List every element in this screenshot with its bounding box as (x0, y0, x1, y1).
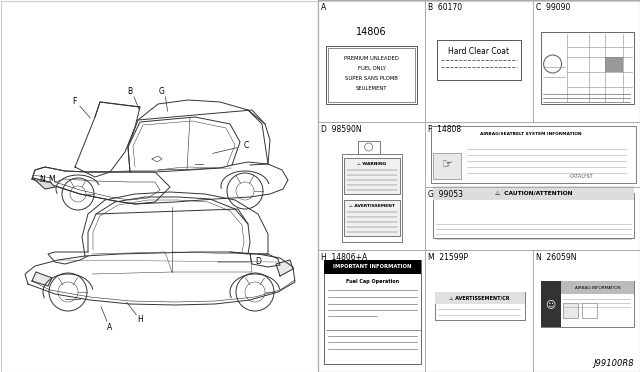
Bar (358, 141, 380, 154)
Text: F  14808: F 14808 (428, 125, 461, 134)
Text: ⚠ AVERTISSEMENT/CR: ⚠ AVERTISSEMENT/CR (449, 295, 509, 301)
Text: CATALYST: CATALYST (570, 174, 594, 179)
Text: A: A (108, 323, 113, 331)
Text: ☺: ☺ (546, 299, 556, 309)
Bar (344, 158, 399, 194)
Bar (561, 281, 634, 294)
Polygon shape (33, 178, 55, 189)
Text: M  21599P: M 21599P (428, 253, 468, 262)
Text: AIRBAG INFORMATION: AIRBAG INFORMATION (575, 286, 620, 290)
Text: B  60170: B 60170 (428, 3, 463, 12)
Text: H  14806+A: H 14806+A (321, 253, 367, 262)
Text: N: N (39, 176, 45, 185)
Text: C  99090: C 99090 (536, 3, 570, 12)
Text: AIRBAG/SEATBELT SYSTEM INFORMATION: AIRBAG/SEATBELT SYSTEM INFORMATION (480, 132, 582, 136)
Text: F: F (72, 96, 76, 106)
Bar (541, 32, 634, 104)
Text: J99100R8: J99100R8 (593, 359, 634, 368)
Text: SUPER SANS PLOMB: SUPER SANS PLOMB (345, 76, 398, 80)
Bar (431, 126, 636, 183)
Bar (324, 260, 421, 364)
Polygon shape (276, 260, 293, 276)
Text: D  98590N: D 98590N (321, 125, 362, 134)
Text: D: D (255, 257, 261, 266)
Text: A: A (321, 3, 326, 12)
Bar (435, 292, 525, 304)
Text: ⚠ WARNING: ⚠ WARNING (357, 162, 387, 166)
Bar (318, 0, 640, 372)
Text: ⚠  CAUTION/ATTENTION: ⚠ CAUTION/ATTENTION (495, 190, 572, 196)
Text: SEULEMENT: SEULEMENT (356, 86, 387, 90)
Polygon shape (32, 272, 52, 286)
Text: Hard Clear Coat: Hard Clear Coat (449, 48, 509, 57)
Text: IMPORTANT INFORMATION: IMPORTANT INFORMATION (333, 264, 412, 269)
Bar (433, 186, 634, 200)
Bar (324, 260, 421, 274)
Bar (326, 46, 417, 104)
Text: 14806: 14806 (356, 27, 387, 37)
Text: G  99053: G 99053 (428, 190, 463, 199)
Bar (342, 154, 402, 242)
Bar (541, 281, 561, 327)
Bar (582, 303, 596, 318)
Bar (435, 292, 525, 320)
Bar (344, 200, 399, 236)
Text: B: B (127, 87, 132, 96)
Text: C: C (243, 141, 248, 151)
Bar (328, 48, 415, 102)
Bar (433, 153, 461, 179)
Text: ☞: ☞ (442, 158, 453, 171)
Bar (437, 40, 521, 80)
Bar (541, 281, 634, 327)
Text: FUEL ONLY: FUEL ONLY (358, 65, 386, 71)
Text: Fuel Cap Operation: Fuel Cap Operation (346, 279, 399, 285)
Text: M: M (49, 176, 55, 185)
Bar (605, 57, 623, 72)
Text: N  26059N: N 26059N (536, 253, 576, 262)
Text: H: H (137, 315, 143, 324)
Text: G: G (159, 87, 165, 96)
Bar (563, 303, 578, 318)
Bar (433, 193, 634, 238)
Text: ⚠ AVERTISSEMENT: ⚠ AVERTISSEMENT (349, 204, 395, 208)
Text: PREMIUM UNLEADED: PREMIUM UNLEADED (344, 55, 399, 61)
